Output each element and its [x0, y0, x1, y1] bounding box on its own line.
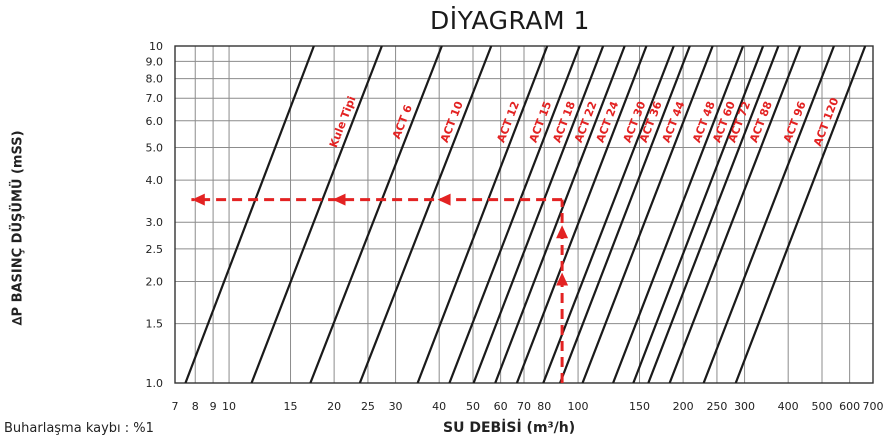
- x-tick-label: 80: [537, 400, 551, 413]
- series-line: [632, 46, 765, 383]
- series-line: [250, 46, 383, 383]
- series-line: [309, 46, 443, 383]
- plot-frame: [174, 45, 874, 384]
- y-tick-label: 7.0: [146, 92, 164, 105]
- y-tick-label: 5.0: [146, 141, 164, 154]
- x-tick-label: 50: [466, 400, 480, 413]
- x-tick-label: 60: [494, 400, 508, 413]
- y-tick-label: 6.0: [146, 115, 164, 128]
- x-tick-label: 70: [517, 400, 531, 413]
- x-tick-label: 600: [839, 400, 860, 413]
- series-line: [559, 46, 691, 383]
- x-tick-label: 10: [222, 400, 236, 413]
- series-line: [647, 46, 780, 383]
- x-tick-label: 8: [192, 400, 199, 413]
- x-tick-label: 400: [778, 400, 799, 413]
- x-tick-label: 150: [629, 400, 650, 413]
- series-line: [515, 46, 648, 383]
- x-tick-label: 250: [706, 400, 727, 413]
- series-label: Kule Tipi: [327, 94, 359, 149]
- series-group: [184, 46, 867, 383]
- x-axis-label: SU DEBİSİ (m³/h): [443, 420, 576, 436]
- series-line: [612, 46, 745, 383]
- y-tick-label: 1.5: [146, 318, 164, 331]
- series-line: [734, 46, 867, 383]
- arrowhead-left: [332, 193, 346, 206]
- series-line: [448, 46, 581, 383]
- x-tick-label: 300: [734, 400, 755, 413]
- series-line: [668, 46, 802, 383]
- x-tick-label: 200: [673, 400, 694, 413]
- arrowhead-left: [437, 193, 451, 206]
- x-tick-label: 7: [172, 400, 179, 413]
- y-tick-label: 2.0: [146, 276, 164, 289]
- chart-title: DİYAGRAM 1: [430, 6, 590, 35]
- y-tick-label: 10: [149, 40, 163, 53]
- series-line: [184, 46, 315, 383]
- series-line: [494, 46, 626, 383]
- series-line: [702, 46, 835, 383]
- y-tick-label: 8.0: [146, 73, 164, 86]
- x-tick-label: 9: [210, 400, 217, 413]
- x-tick-label: 500: [812, 400, 833, 413]
- series-line: [542, 46, 675, 383]
- x-tick-label: 20: [327, 400, 341, 413]
- y-tick-label: 3.0: [146, 216, 164, 229]
- series-line: [358, 46, 493, 383]
- y-tick-label: 4.0: [146, 174, 164, 187]
- arrowhead-up: [556, 225, 569, 239]
- arrowhead-left: [191, 193, 205, 206]
- series-line: [581, 46, 714, 383]
- y-tick-label: 9.0: [146, 55, 164, 68]
- x-tick-label: 100: [568, 400, 589, 413]
- footnote: Buharlaşma kaybı : %1: [4, 421, 154, 436]
- y-tick-label: 2.5: [146, 243, 164, 256]
- x-tick-label: 700: [863, 400, 883, 413]
- x-tick-label: 30: [389, 400, 403, 413]
- series-line: [472, 46, 605, 383]
- series-line: [416, 46, 549, 383]
- x-tick-label: 40: [432, 400, 446, 413]
- x-tick-label: 25: [361, 400, 375, 413]
- x-tick-label: 15: [284, 400, 298, 413]
- arrowhead-up: [556, 272, 569, 286]
- y-tick-label: 1.0: [146, 377, 164, 390]
